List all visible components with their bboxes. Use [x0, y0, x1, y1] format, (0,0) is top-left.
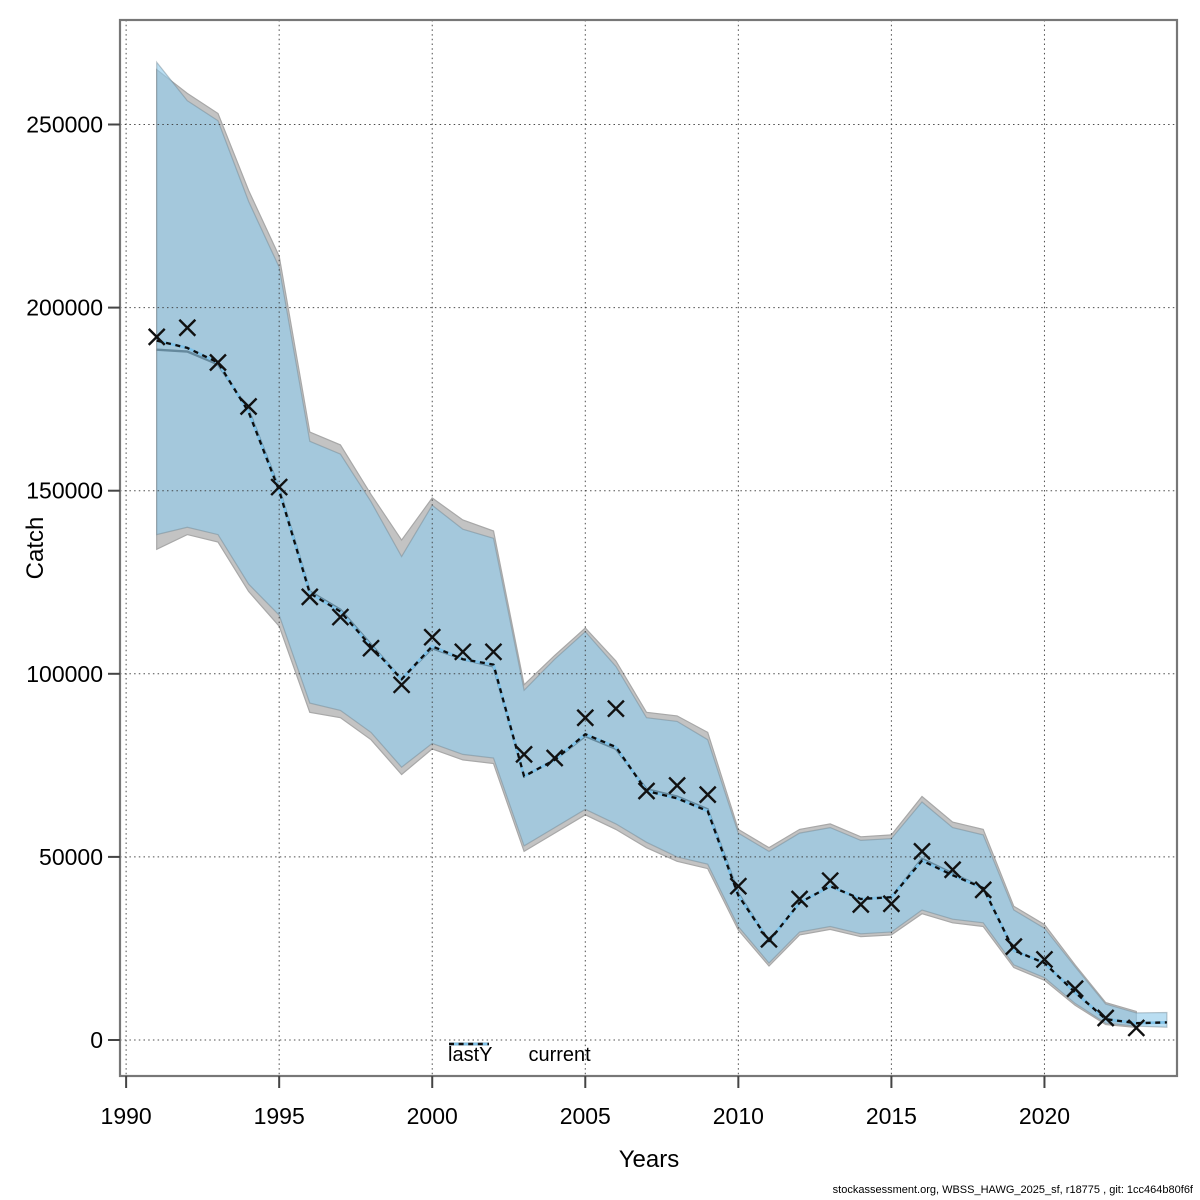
grid	[120, 20, 1177, 1076]
observation-x-marker	[698, 785, 717, 804]
observation-x-marker	[362, 639, 380, 658]
y-tick-label: 100000	[26, 661, 103, 687]
observation-x-marker	[637, 782, 656, 800]
y-tick-labels: 0 50000 100000 150000 200000 250000	[26, 112, 103, 1054]
observation-x-marker	[1004, 937, 1023, 956]
observation-x-marker	[1096, 1009, 1115, 1027]
y-axis-ticks	[108, 123, 120, 1041]
observation-x-marker	[178, 318, 197, 337]
x-tick-label: 1990	[101, 1103, 152, 1129]
source-citation: stockassessment.org, WBSS_HAWG_2025_sf, …	[832, 1184, 1193, 1196]
y-tick-label: 250000	[26, 112, 103, 138]
observation-x-marker	[729, 877, 748, 896]
observation-x-marker	[974, 881, 993, 899]
observation-x-marker	[392, 675, 411, 694]
observation-x-marker	[484, 642, 503, 661]
observation-x-marker	[423, 628, 442, 647]
observation-x-marker	[209, 353, 227, 372]
x-tick-label: 2005	[560, 1103, 611, 1129]
y-tick-label: 0	[90, 1027, 103, 1053]
observation-x-marker	[913, 842, 931, 861]
observation-x-marker	[300, 588, 319, 606]
legend-label-current: current	[528, 1043, 591, 1066]
x-axis-title: Years	[618, 1146, 680, 1173]
x-tick-label: 2000	[407, 1103, 458, 1129]
observation-x-marker	[147, 328, 166, 346]
x-tick-label: 1995	[254, 1103, 305, 1129]
x-tick-label: 2015	[866, 1103, 917, 1129]
observation-x-marker	[882, 894, 901, 913]
observation-x-marker	[760, 930, 778, 949]
observation-x-marker	[1127, 1019, 1146, 1037]
observation-x-marker	[668, 776, 686, 795]
observation-x-marker	[821, 871, 840, 890]
observations-markers	[147, 318, 1146, 1037]
x-tick-labels: 1990 1995 2000 2005 2010 2015 2020	[101, 1103, 1071, 1129]
observation-x-marker	[453, 642, 472, 661]
legend-label-lasty: lastY	[448, 1043, 493, 1066]
observation-x-marker	[270, 478, 289, 496]
plot-border	[118, 18, 1179, 1078]
x-axis-ticks	[125, 1076, 1046, 1088]
y-tick-label: 200000	[26, 295, 103, 321]
y-axis-title-text: Catch	[22, 516, 49, 580]
observation-x-marker	[576, 708, 595, 727]
observation-x-marker	[1035, 950, 1054, 969]
current-confidence-band	[156, 60, 1168, 1028]
observation-x-marker	[943, 860, 962, 879]
observation-x-marker	[790, 890, 809, 908]
current-line	[156, 339, 1167, 1025]
legend: lastY current	[448, 1040, 591, 1070]
legend-item-current: current	[449, 1042, 591, 1067]
legend-current-line-sample	[449, 1042, 489, 1046]
x-tick-label: 2020	[1019, 1103, 1070, 1129]
observation-x-marker	[545, 749, 564, 767]
observation-x-marker	[1066, 979, 1084, 998]
y-tick-label: 150000	[26, 478, 103, 504]
observation-x-marker	[239, 397, 258, 416]
y-tick-label: 50000	[39, 844, 103, 870]
observation-x-marker	[851, 895, 870, 914]
observation-x-marker	[607, 699, 625, 718]
observation-x-marker	[331, 608, 350, 626]
x-tick-label: 2010	[713, 1103, 764, 1129]
observation-x-marker	[515, 745, 533, 764]
